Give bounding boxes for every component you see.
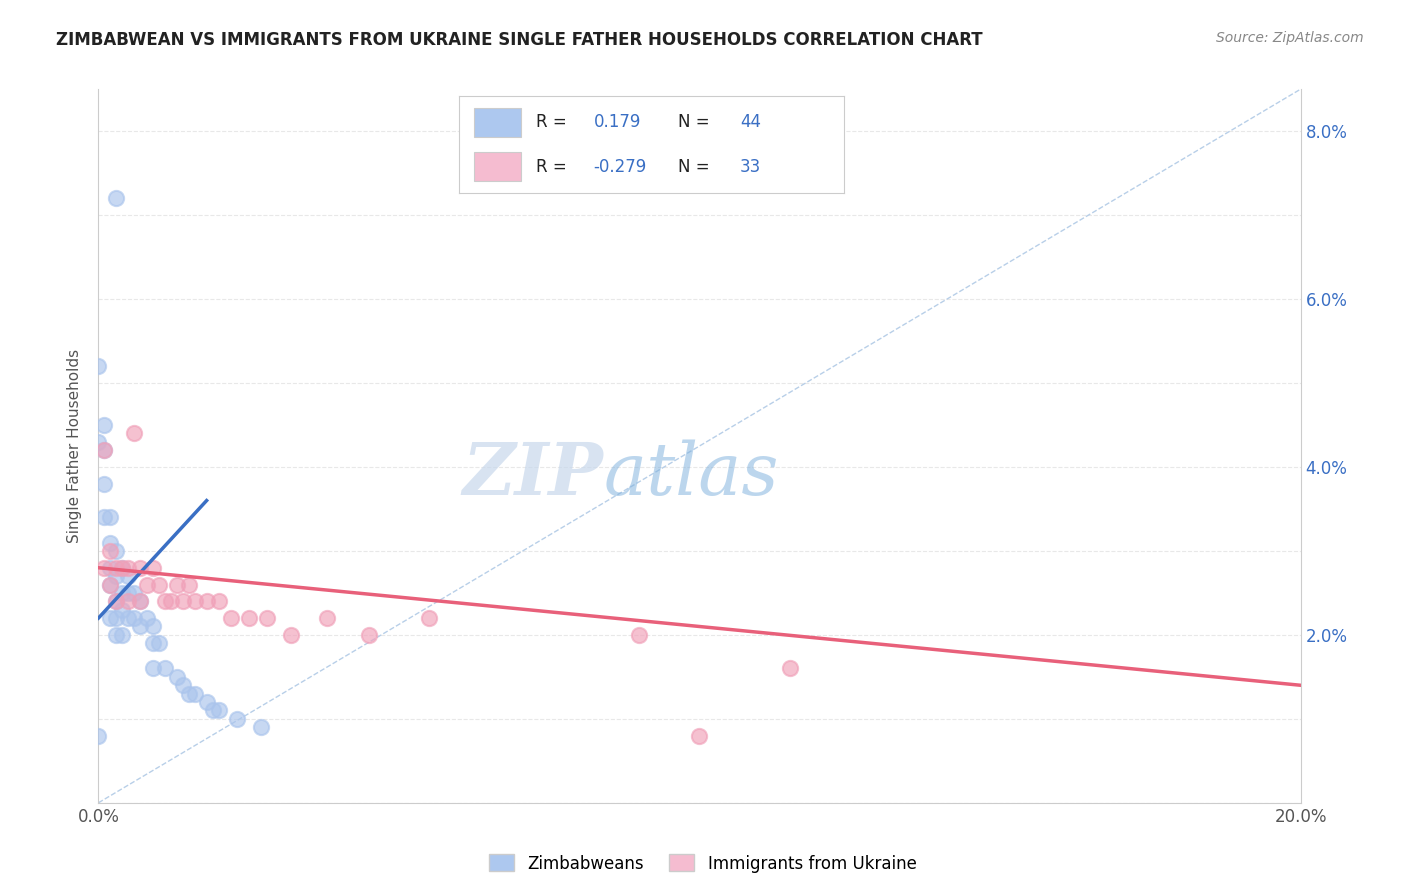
Point [280,628,302,642]
Point [93,560,115,574]
Point [100,560,122,574]
Point [183,594,205,608]
Point [100,535,122,549]
Point [105,611,128,625]
Point [100,577,122,591]
Point [689,729,711,743]
Point [111,560,134,574]
Point [153,594,176,608]
Point [135,577,157,591]
Point [117,560,139,574]
Point [166,577,188,591]
Point [256,611,278,625]
Point [183,687,205,701]
Point [201,703,224,717]
Point [219,611,242,625]
Point [249,720,271,734]
Point [105,594,128,608]
Point [418,611,440,625]
Point [87,359,110,374]
Point [100,510,122,524]
Point [315,611,337,625]
Point [166,670,188,684]
Point [87,729,110,743]
Point [779,661,801,675]
Point [208,703,231,717]
Legend: Zimbabweans, Immigrants from Ukraine: Zimbabweans, Immigrants from Ukraine [482,847,924,880]
Point [195,695,218,709]
Point [141,619,163,633]
Point [105,560,128,574]
Point [177,687,200,701]
Point [148,577,170,591]
Point [100,544,122,558]
Point [195,594,218,608]
Point [117,586,139,600]
Point [172,594,194,608]
Point [129,560,152,574]
Point [111,628,134,642]
Point [93,417,115,432]
Point [105,569,128,583]
Point [93,443,115,458]
Text: atlas: atlas [603,439,779,510]
Point [111,586,134,600]
Point [141,560,163,574]
Point [129,619,152,633]
Text: Source: ZipAtlas.com: Source: ZipAtlas.com [1216,31,1364,45]
Point [129,594,152,608]
Point [105,628,128,642]
Point [177,577,200,591]
Point [100,577,122,591]
Point [87,434,110,449]
Point [105,594,128,608]
Point [159,594,181,608]
Text: ZIP: ZIP [463,439,603,510]
Point [172,678,194,692]
Point [111,603,134,617]
Point [208,594,231,608]
Point [238,611,260,625]
Point [357,628,380,642]
Point [124,611,146,625]
Point [105,191,128,205]
Point [117,569,139,583]
Point [117,611,139,625]
Point [93,443,115,458]
Point [141,636,163,650]
Y-axis label: Single Father Households: Single Father Households [67,349,83,543]
Point [153,661,176,675]
Point [93,476,115,491]
Point [111,560,134,574]
Point [225,712,247,726]
Point [100,611,122,625]
Point [135,611,157,625]
Text: ZIMBABWEAN VS IMMIGRANTS FROM UKRAINE SINGLE FATHER HOUSEHOLDS CORRELATION CHART: ZIMBABWEAN VS IMMIGRANTS FROM UKRAINE SI… [56,31,983,49]
Point [105,544,128,558]
Point [141,661,163,675]
Point [124,426,146,441]
Point [628,628,651,642]
Point [124,586,146,600]
Point [93,510,115,524]
Point [148,636,170,650]
Point [129,594,152,608]
Point [117,594,139,608]
